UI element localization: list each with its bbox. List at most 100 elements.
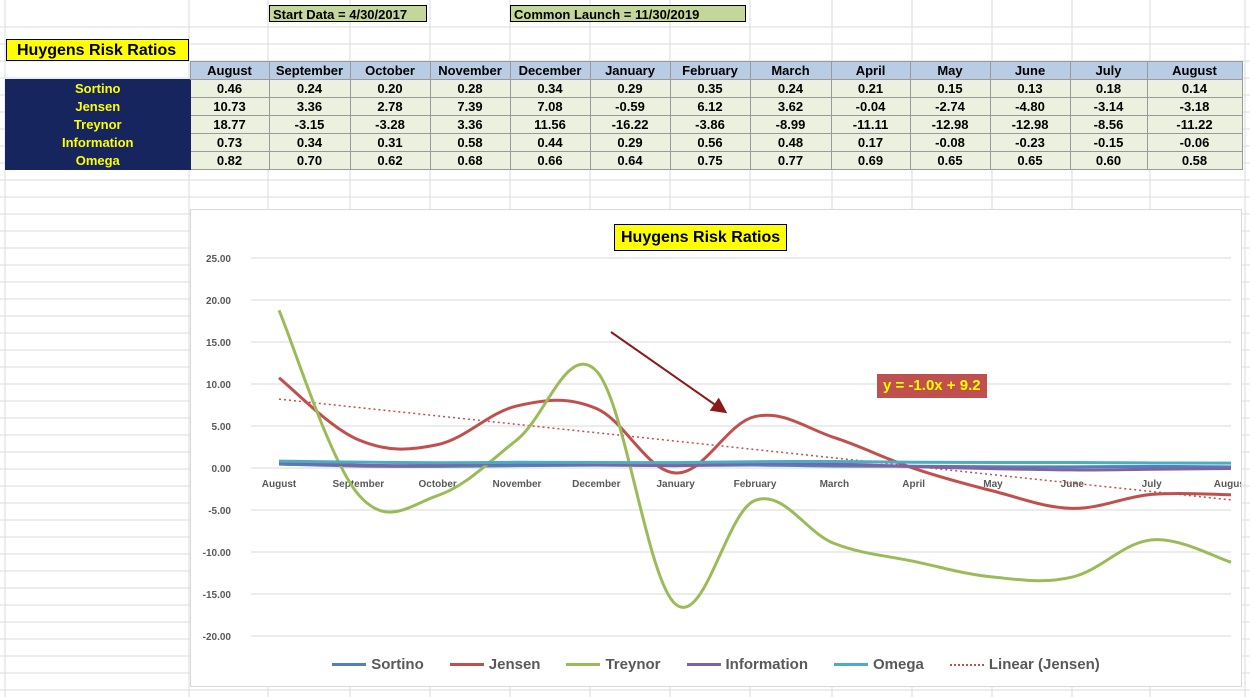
series-line-jensen[interactable]	[278, 376, 1232, 510]
table-cell[interactable]: 0.56	[669, 133, 751, 152]
series-line-omega[interactable]	[278, 459, 1232, 465]
table-cell[interactable]: 0.15	[909, 79, 991, 98]
table-cell[interactable]: -0.06	[1146, 133, 1243, 152]
table-cell[interactable]: 0.29	[589, 133, 671, 152]
table-cell[interactable]: 0.34	[268, 133, 351, 152]
table-cell[interactable]: 0.62	[349, 151, 431, 170]
table-cell[interactable]: 0.29	[589, 79, 671, 98]
table-cell[interactable]: 0.65	[909, 151, 991, 170]
table-cell[interactable]: 10.73	[189, 97, 270, 116]
table-cell[interactable]: -3.14	[1069, 97, 1148, 116]
table-cell[interactable]: 0.13	[989, 79, 1071, 98]
table-cell[interactable]: -3.18	[1146, 97, 1243, 116]
month-header[interactable]: August	[189, 61, 270, 80]
table-cell[interactable]: 0.24	[749, 79, 832, 98]
legend-item-jensen[interactable]: Jensen	[449, 656, 540, 673]
table-cell[interactable]: 0.77	[749, 151, 832, 170]
chart-area[interactable]: 25.00 20.00 15.00 10.00 5.00 0.00 -5.00 -10.00 -…	[190, 209, 1242, 687]
table-cell[interactable]: 2.78	[349, 97, 431, 116]
table-cell[interactable]: -8.56	[1069, 115, 1148, 134]
month-header[interactable]: July	[1069, 61, 1148, 80]
table-cell[interactable]: -3.28	[349, 115, 431, 134]
risk-ratios-table: August September October November Decemb…	[5, 61, 1243, 170]
table-cell[interactable]: -12.98	[989, 115, 1071, 134]
table-cell[interactable]: 0.69	[830, 151, 911, 170]
series-line-treynor[interactable]	[277, 309, 1232, 609]
y-tick-label: -5.00	[208, 506, 231, 517]
legend-item-omega[interactable]: Omega	[834, 656, 924, 673]
table-cell[interactable]: 0.82	[189, 151, 270, 170]
table-cell[interactable]: 0.44	[509, 133, 591, 152]
row-label[interactable]: Omega	[5, 151, 191, 170]
table-cell[interactable]: 0.75	[669, 151, 751, 170]
chart-title[interactable]: Huygens Risk Ratios	[614, 224, 788, 251]
table-cell[interactable]: -8.99	[749, 115, 832, 134]
month-header[interactable]: March	[749, 61, 832, 80]
month-header[interactable]: August	[1146, 61, 1243, 80]
table-cell[interactable]: -0.08	[909, 133, 991, 152]
table-cell[interactable]: 3.36	[268, 97, 351, 116]
table-cell[interactable]: -0.15	[1069, 133, 1148, 152]
table-cell[interactable]: 0.68	[429, 151, 511, 170]
table-cell[interactable]: 7.08	[509, 97, 591, 116]
table-cell[interactable]: 0.64	[589, 151, 671, 170]
table-cell[interactable]: -0.04	[830, 97, 911, 116]
table-cell[interactable]: -12.98	[909, 115, 991, 134]
legend-item-treynor[interactable]: Treynor	[566, 656, 661, 673]
table-cell[interactable]: -11.22	[1146, 115, 1243, 134]
legend-swatch	[332, 663, 367, 666]
table-cell[interactable]: 0.14	[1146, 79, 1243, 98]
table-cell[interactable]: 3.62	[749, 97, 832, 116]
row-label[interactable]: Sortino	[5, 79, 191, 98]
month-header[interactable]: September	[268, 61, 351, 80]
row-label[interactable]: Treynor	[5, 115, 191, 134]
legend-item-linear-jensen[interactable]: Linear (Jensen)	[949, 656, 1100, 673]
table-cell[interactable]: -3.86	[669, 115, 751, 134]
month-header[interactable]: October	[349, 61, 431, 80]
table-cell[interactable]: 0.21	[830, 79, 911, 98]
table-cell[interactable]: 18.77	[189, 115, 270, 134]
row-label[interactable]: Information	[5, 133, 191, 152]
table-cell[interactable]: 0.34	[509, 79, 591, 98]
table-cell[interactable]: 0.35	[669, 79, 751, 98]
table-cell[interactable]: -2.74	[909, 97, 991, 116]
table-cell[interactable]: -4.80	[989, 97, 1071, 116]
table-cell[interactable]: 0.18	[1069, 79, 1148, 98]
month-header[interactable]: April	[830, 61, 911, 80]
row-label[interactable]: Jensen	[5, 97, 191, 116]
legend-label: Omega	[873, 656, 924, 673]
table-cell[interactable]: 0.58	[429, 133, 511, 152]
month-header[interactable]: November	[429, 61, 511, 80]
table-cell[interactable]: 0.73	[189, 133, 270, 152]
table-cell[interactable]: 0.58	[1146, 151, 1243, 170]
table-cell[interactable]: 0.20	[349, 79, 431, 98]
legend-item-sortino[interactable]: Sortino	[332, 656, 424, 673]
trendline-equation[interactable]: y = -1.0x + 9.2	[877, 374, 987, 398]
table-cell[interactable]: 3.36	[429, 115, 511, 134]
table-cell[interactable]: 0.46	[189, 79, 270, 98]
table-cell[interactable]: 0.28	[429, 79, 511, 98]
month-header[interactable]: December	[509, 61, 591, 80]
table-cell[interactable]: 6.12	[669, 97, 751, 116]
month-header[interactable]: June	[989, 61, 1071, 80]
month-header[interactable]: January	[589, 61, 671, 80]
table-cell[interactable]: -3.15	[268, 115, 351, 134]
table-cell[interactable]: 11.56	[509, 115, 591, 134]
table-cell[interactable]: 0.70	[268, 151, 351, 170]
table-cell[interactable]: -11.11	[830, 115, 911, 134]
table-cell[interactable]: 0.48	[749, 133, 832, 152]
table-cell[interactable]: 0.65	[989, 151, 1071, 170]
table-cell[interactable]: -0.59	[589, 97, 671, 116]
table-cell[interactable]: 7.39	[429, 97, 511, 116]
month-header[interactable]: May	[909, 61, 991, 80]
table-cell[interactable]: 0.24	[268, 79, 351, 98]
table-cell[interactable]: 0.60	[1069, 151, 1148, 170]
month-header[interactable]: February	[669, 61, 751, 80]
table-cell[interactable]: -16.22	[589, 115, 671, 134]
table-cell[interactable]: 0.31	[349, 133, 431, 152]
table-cell[interactable]: 0.17	[830, 133, 911, 152]
series-line-information[interactable]	[278, 460, 1232, 472]
table-cell[interactable]: 0.66	[509, 151, 591, 170]
table-cell[interactable]: -0.23	[989, 133, 1071, 152]
legend-item-information[interactable]: Information	[686, 656, 808, 673]
